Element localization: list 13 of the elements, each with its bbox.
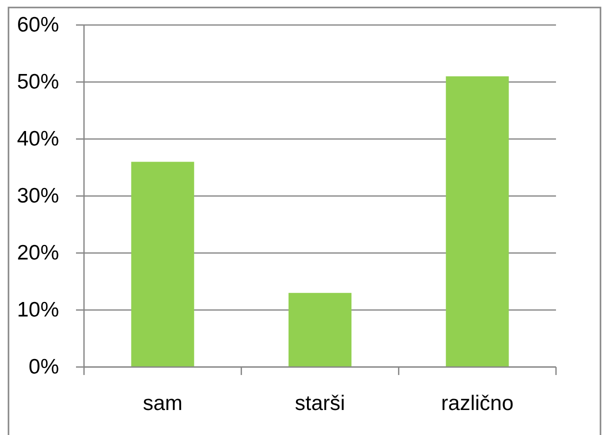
bar bbox=[131, 162, 194, 367]
y-tick-label: 10% bbox=[16, 298, 59, 322]
y-tick-label: 40% bbox=[16, 128, 59, 151]
x-tick-label: različno bbox=[441, 392, 514, 415]
bar bbox=[446, 76, 509, 367]
y-tick-label: 20% bbox=[16, 242, 59, 265]
y-tick-label: 30% bbox=[16, 184, 59, 208]
y-tick-label: 50% bbox=[16, 70, 59, 94]
bar bbox=[288, 292, 352, 367]
y-tick-label: 60% bbox=[16, 14, 59, 37]
x-tick-label: starši bbox=[294, 392, 346, 415]
x-tick-label: sam bbox=[142, 392, 183, 415]
y-tick-label: 0% bbox=[28, 356, 59, 379]
